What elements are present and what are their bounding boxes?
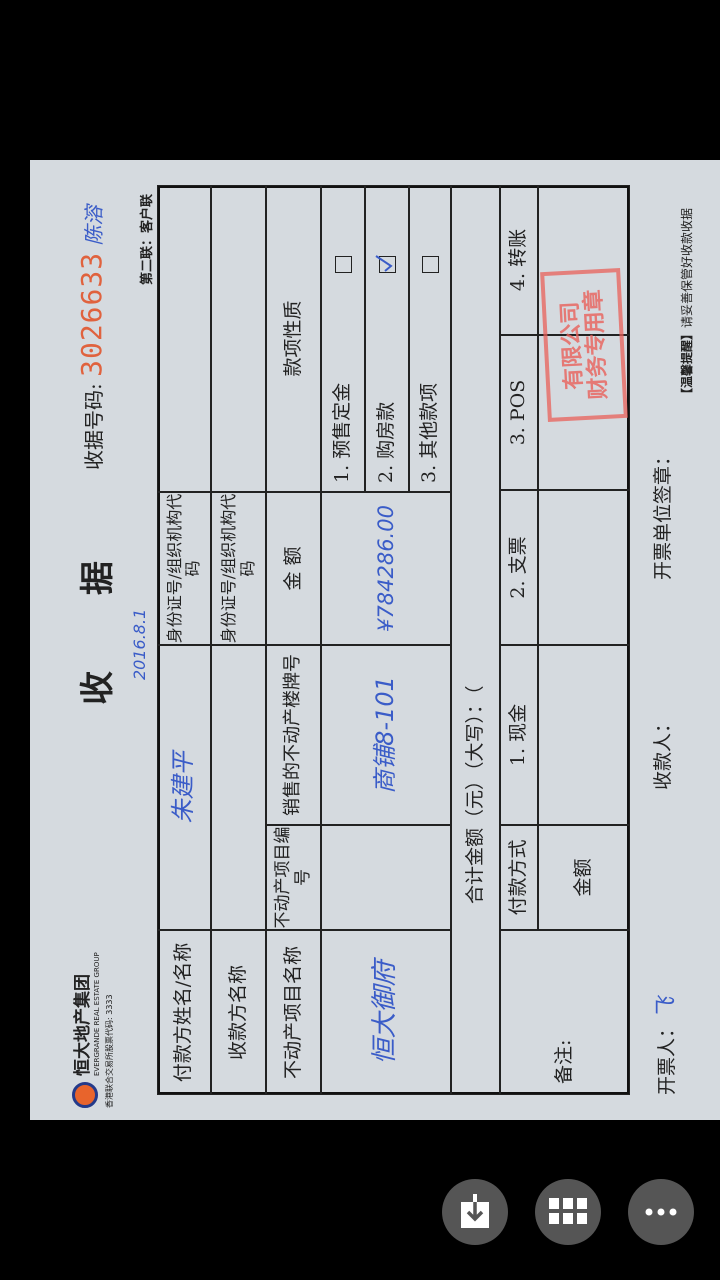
nature-option-label: 1. 预售定金 [331,382,354,483]
receipt-number-label: 收据号码: [82,383,106,470]
company-name-cn: 恒大地产集团 [73,974,93,1076]
nature-option-1[interactable]: 1. 预售定金 [321,185,365,492]
seal-label: 开票单位签章： [652,446,674,580]
nature-option-label: 3. 其他款项 [418,382,441,483]
amount-value: ¥784286.00 [321,492,451,645]
remark-label: 备注: [500,930,630,1095]
pay-method-cash: 1. 现金 [500,645,538,825]
reminder: 【温馨提醒】请妥善保管好收款收据 [678,208,695,400]
total-label: 合计金额（元）（大写）：（ [463,685,486,904]
payee-id-value [211,185,266,492]
nature-option-3[interactable]: 3. 其他款项 [409,185,451,492]
checkbox-unchecked[interactable] [334,256,352,273]
receipt-document: 恒大地产集团 EVERGRANDE REAL ESTATE GROUP 香港联合… [30,160,720,1120]
pay-method-label: 付款方式 [500,825,538,930]
more-icon [645,1208,677,1216]
issuer: 开票人：飞 [648,997,680,1095]
receipt-number: 收据号码: 3026633 陈溶 [75,206,108,470]
project-no-label: 不动产项目编号 [266,825,321,930]
pay-amount-cheque [538,490,630,645]
collector-label: 收款人： [652,713,674,790]
payer-id-label: 身份证号/组织机构代码 [157,492,211,645]
payee-value [211,645,266,930]
nature-label: 款项性质 [266,185,321,492]
payer-id-value [157,185,211,492]
stock-code: 香港联合交易所股票代码: 3333 [105,994,114,1108]
company-name-en: EVERGRANDE REAL ESTATE GROUP [93,952,101,1076]
issuer-label: 开票人： [656,1018,678,1095]
receipt-number-note: 陈溶 [82,205,106,246]
pay-method-pos: 3. POS [500,335,538,490]
total-row: 合计金额（元）（大写）：（ [451,185,500,1095]
issuer-signature: 飞 [654,996,679,1019]
payee-id-label: 身份证号/组织机构代码 [211,492,266,645]
evergrande-logo-icon [71,1082,98,1108]
more-options-button[interactable] [628,1179,694,1245]
title-char-2: 据 [78,561,118,595]
checkbox-checked[interactable] [374,255,396,273]
copy-label: 第二联：客户联 [140,193,155,285]
checkmark-icon [374,255,393,272]
download-button[interactable] [442,1179,508,1245]
receipt-photo: 恒大地产集团 EVERGRANDE REAL ESTATE GROUP 香港联合… [30,160,720,1120]
project-name-value: 恒大御府 [321,930,451,1095]
amount-label: 金 额 [266,492,321,645]
reminder-text: 请妥善保管好收款收据 [680,207,694,328]
download-icon [461,1194,489,1228]
reminder-tag: 【温馨提醒】 [680,327,694,400]
pay-amount-label: 金额 [538,825,630,930]
nature-option-label: 2. 购房款 [375,401,398,483]
payee-label: 收款方名称 [211,930,266,1095]
nature-option-2[interactable]: 2. 购房款 [365,185,409,492]
payer-label: 付款方姓名/名称 [157,930,211,1095]
unit-value: 商铺8-101 [321,645,451,825]
project-name-label: 不动产项目名称 [266,930,321,1095]
company-stamp: 有限公司 财务专用章 [540,268,628,422]
grid-icon [549,1198,587,1224]
pay-amount-cash [538,645,630,825]
unit-label: 销售的不动产楼牌号 [266,645,321,825]
pay-method-transfer: 4. 转账 [500,185,538,335]
project-no-value [321,825,451,930]
payer-value: 朱建平 [157,645,211,930]
pay-method-cheque: 2. 支票 [500,490,538,645]
company-logo: 恒大地产集团 EVERGRANDE REAL ESTATE GROUP 香港联合… [68,908,115,1108]
grid-view-button[interactable] [535,1179,601,1245]
checkbox-unchecked[interactable] [421,256,439,273]
date: 2016.8.1 [130,608,149,680]
receipt-number-value: 3026633 [75,251,108,377]
title-char-1: 收 [78,671,118,705]
